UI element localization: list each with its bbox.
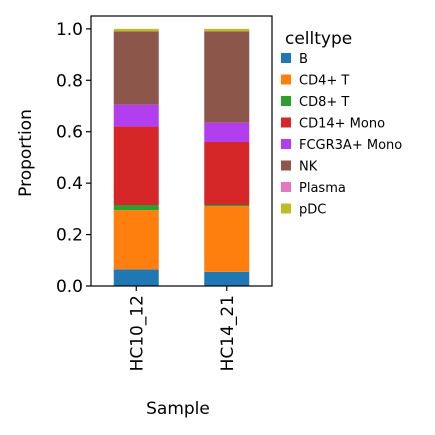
legend-swatch-FCGR3A-Mono	[281, 139, 291, 149]
legend-label: Plasma	[299, 181, 346, 196]
bar-segment-HC10_12-FCGR3A-Mono	[113, 104, 159, 127]
bar-segment-HC14_21-CD8-T	[204, 205, 250, 207]
x-tick-label: HC14_21	[218, 295, 238, 371]
bar-segment-HC14_21-pDC	[204, 28, 250, 32]
plot-frame	[90, 15, 273, 287]
legend-label: B	[299, 52, 308, 67]
bar-segment-HC10_12-B	[113, 269, 159, 286]
bar-segment-HC10_12-CD8-T	[113, 205, 159, 211]
y-tick-label: 0.4	[56, 174, 83, 194]
bar-segment-HC10_12-CD4-T	[113, 210, 159, 270]
legend-swatch-NK	[281, 160, 291, 171]
y-tick-label: 0.0	[56, 277, 83, 297]
legend-label: pDC	[299, 203, 326, 218]
legend-swatch-B	[281, 53, 291, 63]
legend-label: CD4+ T	[299, 74, 349, 89]
legend-swatch-pDC	[281, 203, 291, 214]
legend-swatch-CD4-T	[281, 74, 291, 85]
legend-title: celltype	[285, 29, 352, 49]
y-axis-title: Proportion	[16, 109, 36, 197]
y-tick-label: 0.6	[56, 123, 83, 143]
bar-segment-HC14_21-FCGR3A-Mono	[204, 122, 250, 142]
bar-segment-HC10_12-NK	[113, 31, 159, 105]
legend-swatch-CD8-T	[281, 96, 291, 106]
bar-segment-HC10_12-pDC	[113, 28, 159, 32]
legend-swatch-CD14-Mono	[281, 117, 291, 128]
bar-segment-HC10_12-CD14-Mono	[113, 126, 159, 205]
legend-label: CD14+ Mono	[299, 117, 385, 132]
legend-swatch-Plasma	[281, 182, 291, 192]
y-tick-label: 1.0	[56, 20, 83, 40]
x-tick-label: HC10_12	[127, 295, 147, 371]
legend-label: CD8+ T	[299, 95, 349, 110]
x-axis-title: Sample	[146, 399, 210, 419]
bars-layer	[113, 28, 250, 286]
bar-segment-HC14_21-NK	[204, 31, 250, 123]
y-tick-label: 0.2	[56, 226, 83, 246]
legend-label: FCGR3A+ Mono	[299, 138, 402, 153]
legend-label: NK	[299, 160, 318, 175]
axes-layer: 0.0 0.2 0.4 0.6 0.8 1.0 HC10_12 HC14_21	[56, 15, 273, 371]
bar-segment-HC14_21-CD4-T	[204, 206, 250, 272]
y-tick-label: 0.8	[56, 71, 83, 91]
bar-segment-HC14_21-B	[204, 271, 250, 286]
bar-segment-HC14_21-CD14-Mono	[204, 142, 250, 205]
legend: celltype B CD4+ T CD8+ T CD14+ Mono FCGR3A+ …	[281, 29, 402, 218]
